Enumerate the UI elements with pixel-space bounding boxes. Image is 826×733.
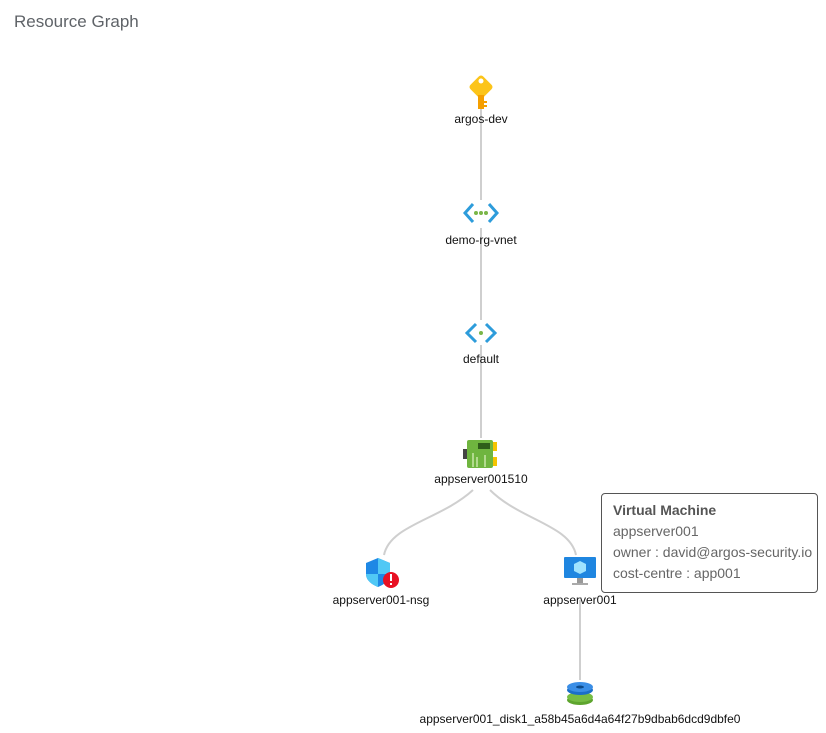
node-label[interactable]: appserver001_disk1_a58b45a6d4a64f27b9dba… [419,712,741,726]
virtual-machine-icon[interactable] [564,557,596,585]
tooltip-cost-centre: cost-centre : app001 [613,565,741,581]
edge [383,489,474,556]
subnet-icon[interactable] [464,322,498,344]
key-icon[interactable] [468,74,493,109]
node-label[interactable]: argos-dev [454,112,508,126]
node-label[interactable]: appserver001-nsg [332,593,430,607]
disk-icon[interactable] [567,682,593,705]
node-label[interactable]: default [462,352,500,366]
tooltip-title: Virtual Machine [613,502,717,518]
page-title: Resource Graph [14,12,139,31]
node-label[interactable]: demo-rg-vnet [445,233,517,247]
network-interface-icon[interactable] [463,440,497,468]
virtual-network-icon[interactable] [462,203,500,223]
tooltip-name: appserver001 [613,523,699,539]
tooltip-owner: owner : david@argos-security.io [613,544,813,560]
edge [489,489,577,556]
network-security-group-warning-icon[interactable] [366,558,399,588]
node-label[interactable]: appserver001510 [434,472,528,486]
node-tooltip: Virtual Machine appserver001 owner : dav… [601,493,818,593]
node-label[interactable]: appserver001 [543,593,617,607]
